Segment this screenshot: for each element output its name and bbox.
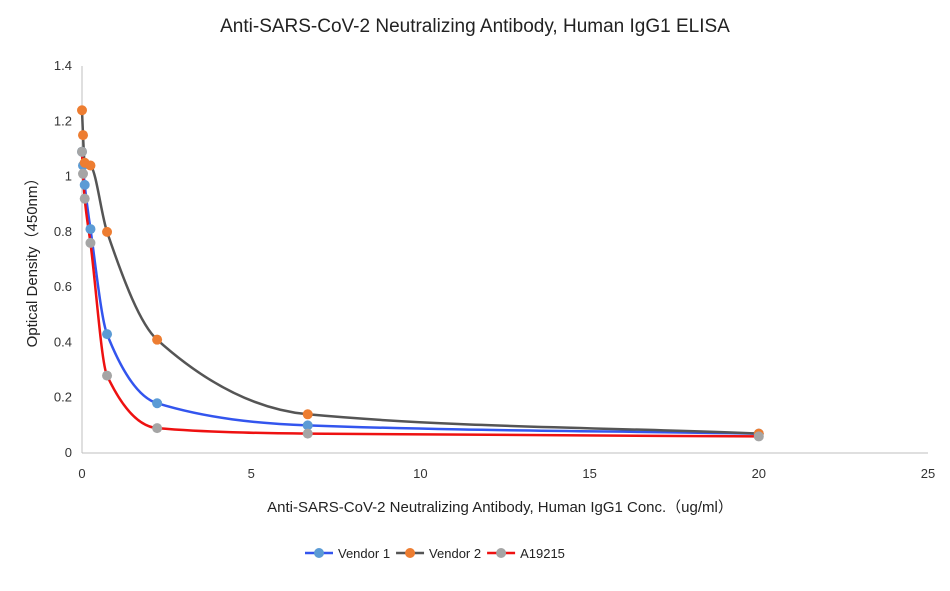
x-tick-label: 15 <box>582 466 596 481</box>
data-point-a19215 <box>78 168 89 179</box>
data-point-a19215 <box>79 193 90 204</box>
legend: Vendor 1 Vendor 2 A19215 <box>305 546 565 561</box>
data-point-vendor-1 <box>302 420 313 431</box>
data-point-vendor-2 <box>152 334 163 345</box>
y-tick-label: 1 <box>65 169 72 184</box>
legend-marker <box>496 548 507 558</box>
series-line-vendor-1 <box>80 151 759 435</box>
x-tick-label: 10 <box>413 466 427 481</box>
data-point-vendor-2 <box>302 409 313 420</box>
data-point-vendor-1 <box>152 398 163 409</box>
data-point-vendor-2 <box>77 105 87 116</box>
y-tick-label: 0.2 <box>54 390 72 405</box>
y-tick-label: 1.4 <box>54 58 72 73</box>
x-tick-label: 0 <box>78 466 85 481</box>
tick-labels: 0 0.2 0.4 0.6 0.8 1 1.2 1.4 0 5 10 15 20 25 <box>54 58 935 481</box>
y-tick-label: 0.8 <box>54 224 72 239</box>
data-point-a19215 <box>753 431 764 442</box>
data-point-a19215 <box>302 428 313 439</box>
legend-label: Vendor 2 <box>429 546 481 561</box>
legend-item-vendor-1: Vendor 1 <box>305 546 390 561</box>
y-tick-label: 0.4 <box>54 334 72 349</box>
series-curves <box>80 110 759 438</box>
y-axis-label: Optical Density（450nm） <box>24 171 41 348</box>
x-tick-label: 25 <box>921 466 935 481</box>
data-point-a19215 <box>102 370 113 381</box>
x-tick-label: 20 <box>752 466 766 481</box>
data-point-a19215 <box>85 237 96 248</box>
y-tick-label: 1.2 <box>54 113 72 128</box>
x-tick-label: 5 <box>248 466 255 481</box>
legend-marker <box>314 548 324 558</box>
legend-label: Vendor 1 <box>338 546 390 561</box>
legend-item-a19215: A19215 <box>487 546 565 561</box>
data-point-vendor-1 <box>102 329 113 340</box>
legend-label: A19215 <box>520 546 565 561</box>
data-point-vendor-1 <box>85 224 96 235</box>
series-line-vendor-2 <box>80 110 759 435</box>
series-line-a19215 <box>80 151 759 438</box>
y-tick-label: 0 <box>65 445 72 460</box>
legend-item-vendor-2: Vendor 2 <box>396 546 481 561</box>
chart-title: Anti-SARS-CoV-2 Neutralizing Antibody, H… <box>220 16 730 37</box>
data-point-a19215 <box>152 423 163 434</box>
axes <box>81 66 928 454</box>
data-point-vendor-2 <box>78 130 89 141</box>
data-point-vendor-2 <box>85 160 96 171</box>
data-point-a19215 <box>77 146 87 157</box>
data-point-vendor-1 <box>79 179 90 190</box>
series-points <box>77 105 764 442</box>
legend-marker <box>405 548 416 558</box>
y-tick-label: 0.6 <box>54 279 72 294</box>
data-point-vendor-2 <box>102 226 113 237</box>
x-axis-label: Anti-SARS-CoV-2 Neutralizing Antibody, H… <box>267 499 733 516</box>
